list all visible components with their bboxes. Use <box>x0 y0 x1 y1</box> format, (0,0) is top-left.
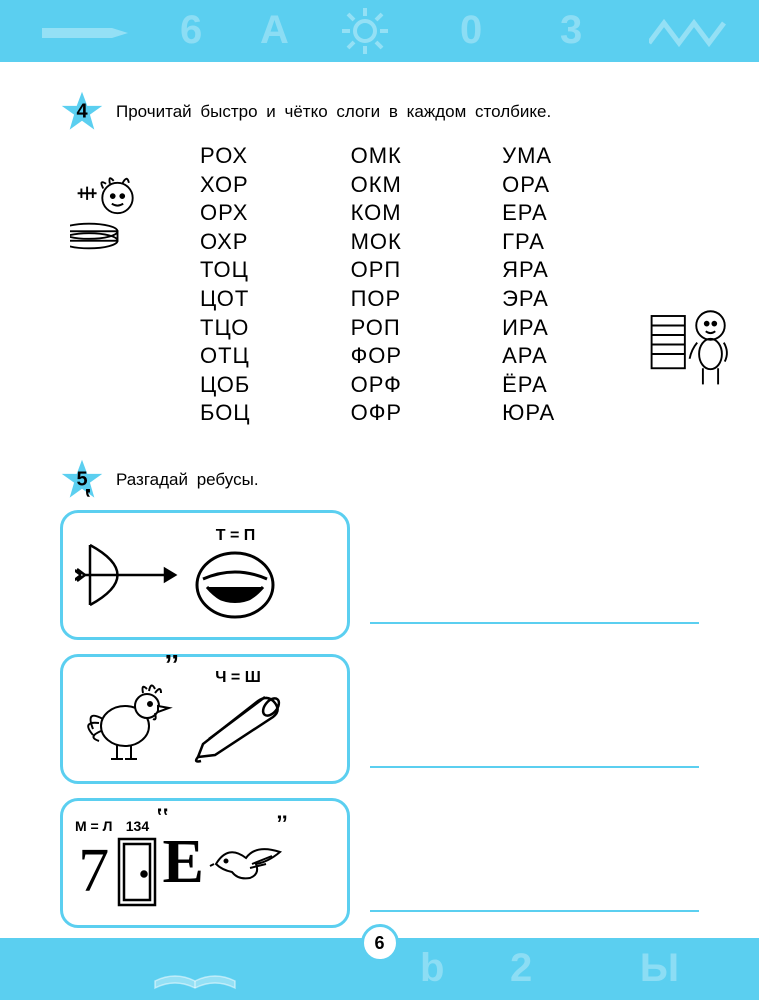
letter-swap-3: М = Л <box>75 818 112 834</box>
answer-line-1[interactable] <box>370 622 699 624</box>
letter-swap-1: Т = П <box>216 527 256 545</box>
digits-134: 134 <box>126 818 149 834</box>
syllable: ЁРА <box>502 371 555 400</box>
rebus-box-2: ’’ <box>60 654 350 784</box>
syllable: МОК <box>351 228 403 257</box>
syllable: ЭРА <box>502 285 555 314</box>
rebus-bow-arrow: ‛ <box>75 535 185 615</box>
rebus-row-3: М = Л 7 134 ‛‛ Е <box>60 798 699 928</box>
door-icon <box>116 836 158 908</box>
rebus-pen: Ч = Ш <box>183 669 293 769</box>
syllable: ИРА <box>502 314 555 343</box>
syllable: АРА <box>502 342 555 371</box>
wave-icon <box>649 18 729 48</box>
rebus-section: ‛ Т = П <box>60 510 699 928</box>
exercise5-header: 5 Разгадай ребусы. <box>60 458 699 502</box>
deco-char: 2 <box>510 946 532 991</box>
answer-line-2[interactable] <box>370 766 699 768</box>
deco-char: 0 <box>460 8 482 53</box>
syllable: ПОР <box>351 285 403 314</box>
deco-char: 6 <box>180 8 202 53</box>
exercise4-number: 4 <box>76 101 87 124</box>
rebus-seagull: ’’ <box>208 834 286 892</box>
rebus-row-1: ‛ Т = П <box>60 510 699 640</box>
syllable: ГРА <box>502 228 555 257</box>
syllable: ОРА <box>502 171 555 200</box>
exercise5-instruction: Разгадай ребусы. <box>116 470 259 490</box>
page-number: 6 <box>361 924 399 962</box>
syllable: ТЦО <box>200 314 251 343</box>
syllable: ЮРА <box>502 399 555 428</box>
page-number-value: 6 <box>374 933 384 954</box>
syllable: ЯРА <box>502 256 555 285</box>
syllable-col-2: ОМК ОКМ КОМ МОК ОРП ПОР РОП ФОР ОРФ ОФР <box>351 142 403 428</box>
syllable: ЦОТ <box>200 285 251 314</box>
letter-swap-2: Ч = Ш <box>215 669 261 687</box>
syllable-col-3: УМА ОРА ЕРА ГРА ЯРА ЭРА ИРА АРА ЁРА ЮРА <box>502 142 555 428</box>
syllable: ОФР <box>351 399 403 428</box>
exercise4-instruction: Прочитай быстро и чётко слоги в каждом с… <box>116 102 551 122</box>
rebus-mouth: Т = П <box>193 527 278 622</box>
pencil-icon <box>30 20 140 46</box>
syllable-grid: РОХ ХОР ОРХ ОХР ТОЦ ЦОТ ТЦО ОТЦ ЦОБ БОЦ … <box>200 142 699 428</box>
open-book-icon <box>150 946 240 996</box>
rebus-box-1: ‛ Т = П <box>60 510 350 640</box>
syllable: РОХ <box>200 142 251 171</box>
syllable: ТОЦ <box>200 256 251 285</box>
syllable: КОМ <box>351 199 403 228</box>
syllable: ОРХ <box>200 199 251 228</box>
syllable: ЕРА <box>502 199 555 228</box>
child-reading-icon <box>70 160 165 255</box>
rebus-letter-e: ‛‛ Е <box>162 827 203 898</box>
pen-icon <box>183 689 293 769</box>
syllable: БОЦ <box>200 399 251 428</box>
syllable: ОТЦ <box>200 342 251 371</box>
deco-char: Ы <box>640 946 679 991</box>
syllable-section: РОХ ХОР ОРХ ОХР ТОЦ ЦОТ ТЦО ОТЦ ЦОБ БОЦ … <box>100 142 699 428</box>
syllable: ЦОБ <box>200 371 251 400</box>
rooster-icon <box>75 671 175 766</box>
header-band: 6 А 0 3 <box>0 0 759 62</box>
deco-char: b <box>420 946 444 991</box>
letter-e: Е <box>162 827 203 898</box>
rebus-seven: М = Л 7 <box>75 818 112 907</box>
mouth-icon <box>193 547 278 622</box>
syllable: ОКМ <box>351 171 403 200</box>
rebus-door: 134 <box>116 818 158 908</box>
digit-seven: 7 <box>78 836 109 907</box>
answer-line-3[interactable] <box>370 910 699 912</box>
syllable-col-1: РОХ ХОР ОРХ ОХР ТОЦ ЦОТ ТЦО ОТЦ ЦОБ БОЦ <box>200 142 251 428</box>
deco-char: 3 <box>560 8 582 53</box>
deco-char: А <box>260 8 289 53</box>
seagull-icon <box>208 834 286 892</box>
syllable: РОП <box>351 314 403 343</box>
syllable: ОРФ <box>351 371 403 400</box>
syllable: ХОР <box>200 171 251 200</box>
child-books-icon <box>644 297 739 392</box>
page-content: 4 Прочитай быстро и чётко слоги в каждом… <box>0 62 759 928</box>
sun-icon <box>340 6 390 56</box>
syllable: ОМК <box>351 142 403 171</box>
syllable: ОХР <box>200 228 251 257</box>
syllable: УМА <box>502 142 555 171</box>
bow-arrow-icon <box>75 535 185 615</box>
exercise4-header: 4 Прочитай быстро и чётко слоги в каждом… <box>60 90 699 134</box>
star-badge-4: 4 <box>60 90 104 134</box>
rebus-rooster: ’’ <box>75 671 175 766</box>
rebus-box-3: М = Л 7 134 ‛‛ Е <box>60 798 350 928</box>
rebus-row-2: ’’ <box>60 654 699 784</box>
syllable: ФОР <box>351 342 403 371</box>
syllable: ОРП <box>351 256 403 285</box>
star-badge-5: 5 <box>60 458 104 502</box>
